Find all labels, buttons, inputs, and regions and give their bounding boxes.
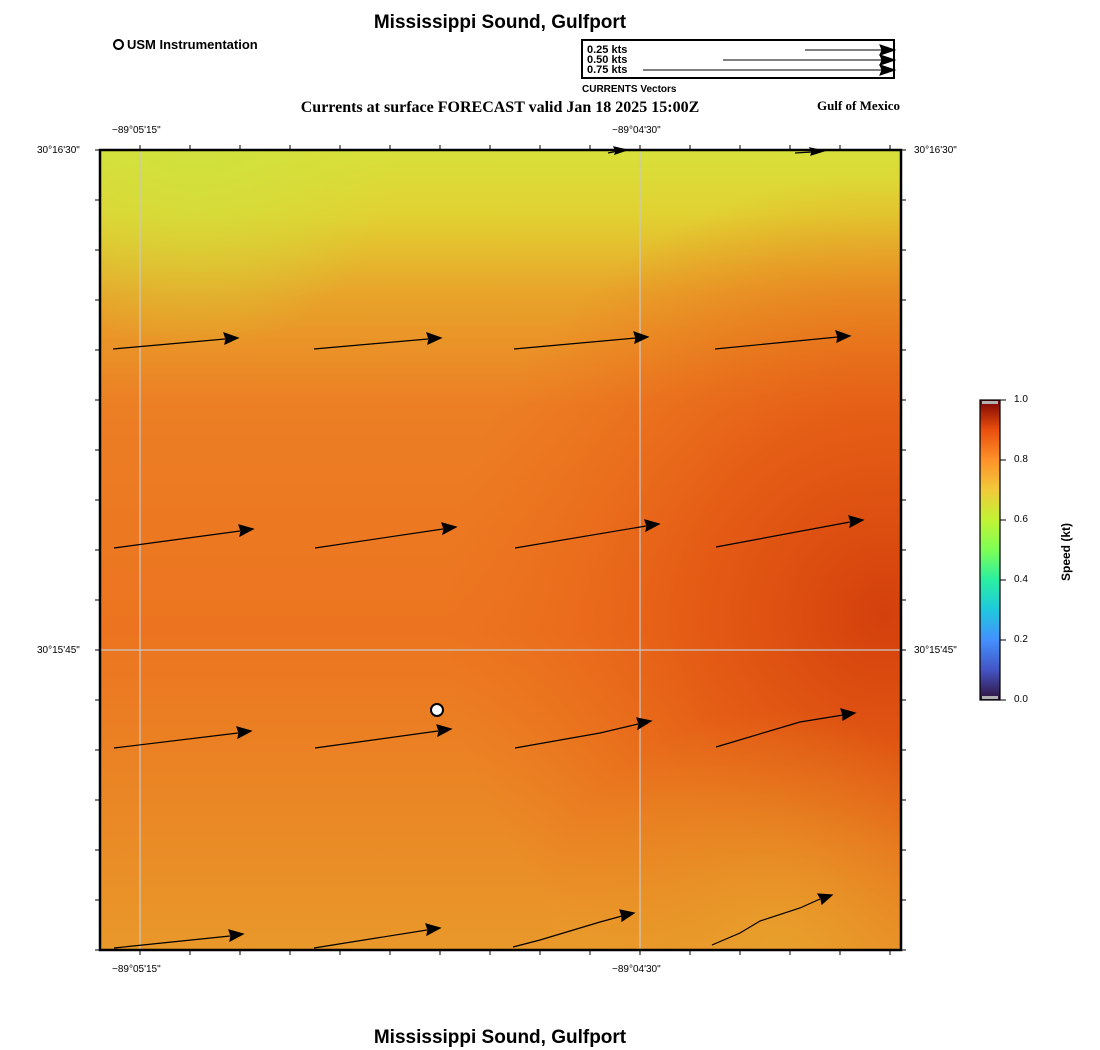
- y-tick-label-left: 30°15'45": [37, 645, 80, 656]
- map-footer-title: Mississippi Sound, Gulfport: [373, 1027, 627, 1048]
- y-tick-label-left: 30°16'30": [37, 145, 80, 156]
- colorbar-tick-label: 0.6: [1014, 514, 1028, 525]
- station-legend: USM Instrumentation: [113, 37, 258, 52]
- y-tick-label-right: 30°16'30": [914, 145, 957, 156]
- current-vectors: [112, 146, 865, 949]
- region-label: Gulf of Mexico: [816, 98, 900, 113]
- station-legend-label: USM Instrumentation: [127, 37, 258, 52]
- colorbar-tick-label: 0.8: [1014, 454, 1028, 465]
- vector-legend-caption: CURRENTS Vectors: [582, 84, 677, 95]
- vector-legend-entry: 0.25 kts: [587, 44, 628, 56]
- map-title: Mississippi Sound, Gulfport: [373, 12, 627, 33]
- usm-station-marker[interactable]: [430, 703, 444, 717]
- vector-legend-arrows: [643, 44, 897, 76]
- colorbar-tick-label: 1.0: [1014, 394, 1028, 405]
- colorbar-label: Speed (kt): [1059, 523, 1073, 582]
- vector-legend-entry: 0.50 kts: [587, 54, 628, 66]
- x-tick-label-top: −89°04'30": [612, 125, 661, 136]
- vector-legend-entry: 0.75 kts: [587, 64, 628, 76]
- y-tick-label-right: 30°15'45": [914, 645, 957, 656]
- x-tick-label-bottom: −89°04'30": [612, 964, 661, 975]
- forecast-subtitle: Currents at surface FORECAST valid Jan 1…: [300, 99, 700, 116]
- vector-legend: 0.25 kts 0.50 kts 0.75 kts: [581, 39, 897, 79]
- speed-field: [100, 150, 900, 950]
- station-marker-icon: [113, 39, 124, 50]
- colorbar: [979, 399, 1006, 701]
- x-tick-label-bottom: −89°05'15": [112, 964, 161, 975]
- colorbar-tick-label: 0.0: [1014, 694, 1028, 705]
- colorbar-tick-label: 0.2: [1014, 634, 1028, 645]
- x-tick-label-top: −89°05'15": [112, 125, 161, 136]
- graticule: [100, 150, 900, 950]
- map-frame: [95, 145, 906, 955]
- colorbar-tick-label: 0.4: [1014, 574, 1028, 585]
